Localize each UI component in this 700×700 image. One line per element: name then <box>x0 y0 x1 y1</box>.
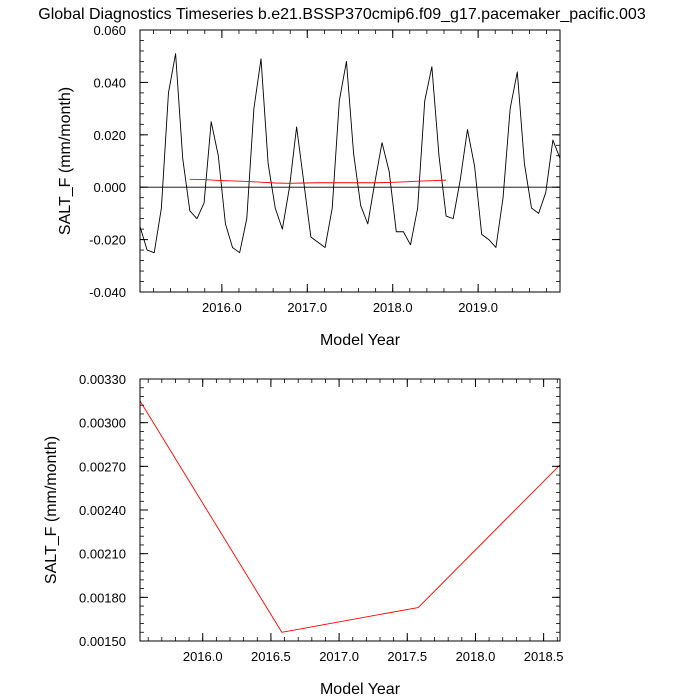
y-tick-label: 0.00240 <box>79 503 126 518</box>
y-tick-label: 0.00330 <box>79 372 126 387</box>
x-tick-label: 2016.0 <box>202 300 242 315</box>
x-tick-label: 2018.0 <box>456 649 496 664</box>
plot-frame <box>139 29 561 293</box>
y-tick-label: 0.00180 <box>79 590 126 605</box>
timeseries-panel-top: 2016.0 2017.0 2018.0 2019.0 -0.040 -0.020 0.00… <box>57 23 561 349</box>
y-tick-label: -0.040 <box>89 285 126 300</box>
x-tick-label: 2018.0 <box>373 300 413 315</box>
running-mean-line <box>139 400 561 633</box>
x-tick-label: 2017.0 <box>319 649 359 664</box>
x-tick-label: 2017.5 <box>387 649 427 664</box>
y-tick-label: 0.020 <box>93 128 126 143</box>
y-tick-label: -0.020 <box>89 233 126 248</box>
y-tick-label: 0.000 <box>93 180 126 195</box>
x-tick-label: 2019.0 <box>458 300 498 315</box>
running-mean-line <box>189 178 447 184</box>
monthly-series-line <box>139 53 561 254</box>
y-tick-label: 0.00210 <box>79 547 126 562</box>
x-tick-label: 2018.5 <box>524 649 564 664</box>
x-tick-label: 2017.0 <box>287 300 327 315</box>
y-axis-label: SALT_F (mm/month) <box>43 436 60 584</box>
y-tick-label: 0.00150 <box>79 634 126 649</box>
y-tick-label: 0.00270 <box>79 459 126 474</box>
y-tick-label: 0.00300 <box>79 416 126 431</box>
timeseries-panel-bottom: 2016.0 2016.5 2017.0 2017.5 2018.0 2018.5 0.00… <box>43 372 564 698</box>
x-tick-label: 2016.5 <box>251 649 291 664</box>
y-axis-label: SALT_F (mm/month) <box>57 87 74 235</box>
y-tick-label: 0.040 <box>93 75 126 90</box>
plot-frame <box>139 378 561 642</box>
x-axis-label: Model Year <box>320 681 401 698</box>
chart-title: Global Diagnostics Timeseries b.e21.BSSP… <box>38 6 646 23</box>
x-axis-label: Model Year <box>320 332 401 349</box>
x-tick-label: 2016.0 <box>183 649 223 664</box>
y-tick-label: 0.060 <box>93 23 126 38</box>
